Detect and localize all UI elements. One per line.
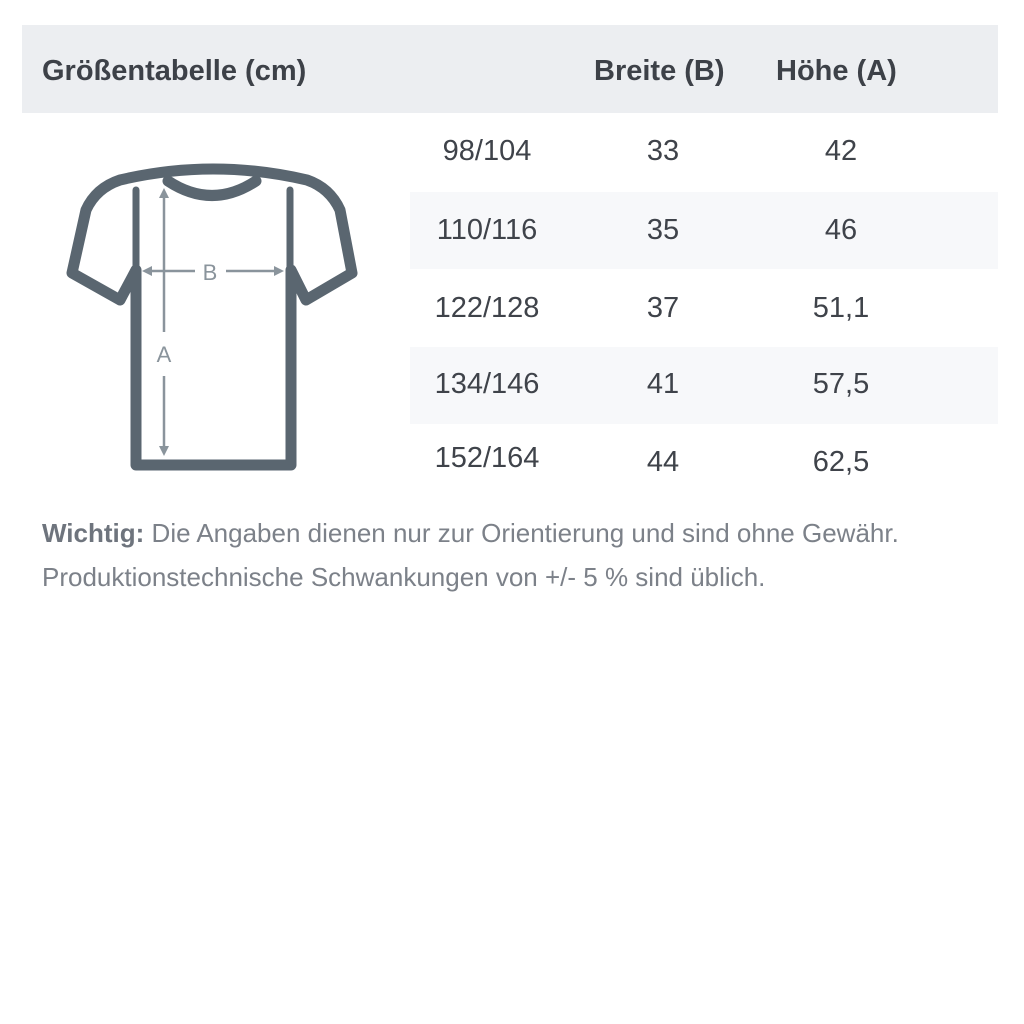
- cell-height: 62,5: [812, 446, 870, 478]
- cell-size: 110/116: [436, 214, 538, 246]
- cell-size: 152/164: [434, 442, 540, 474]
- tshirt-measurement-icon: B A: [66, 163, 358, 471]
- cell-height: 42: [824, 135, 858, 167]
- note-line-2: Produktionstechnische Schwankungen von +…: [42, 562, 766, 592]
- cell-width: 35: [646, 214, 680, 246]
- cell-width: 37: [646, 292, 680, 324]
- cell-size: 134/146: [434, 368, 540, 400]
- note-label: Wichtig:: [42, 518, 145, 548]
- cell-height: 46: [824, 214, 858, 246]
- row-stripe: [410, 192, 998, 269]
- note-line-1: Wichtig: Die Angaben dienen nur zur Orie…: [42, 518, 899, 549]
- cell-width: 41: [646, 368, 680, 400]
- cell-size: 122/128: [434, 292, 540, 324]
- table-title: Größentabelle (cm): [42, 55, 307, 87]
- table-header: [22, 25, 998, 113]
- cell-height: 57,5: [812, 368, 870, 400]
- column-header-width: Breite (B): [594, 55, 725, 87]
- cell-width: 44: [646, 446, 680, 478]
- width-label: B: [203, 260, 218, 285]
- height-label: A: [157, 342, 172, 367]
- note-text: Die Angaben dienen nur zur Orientierung …: [144, 518, 899, 548]
- cell-width: 33: [646, 135, 680, 167]
- column-header-height: Höhe (A): [776, 55, 897, 87]
- row-stripe: [410, 347, 998, 424]
- cell-height: 51,1: [812, 292, 870, 324]
- cell-size: 98/104: [442, 135, 532, 167]
